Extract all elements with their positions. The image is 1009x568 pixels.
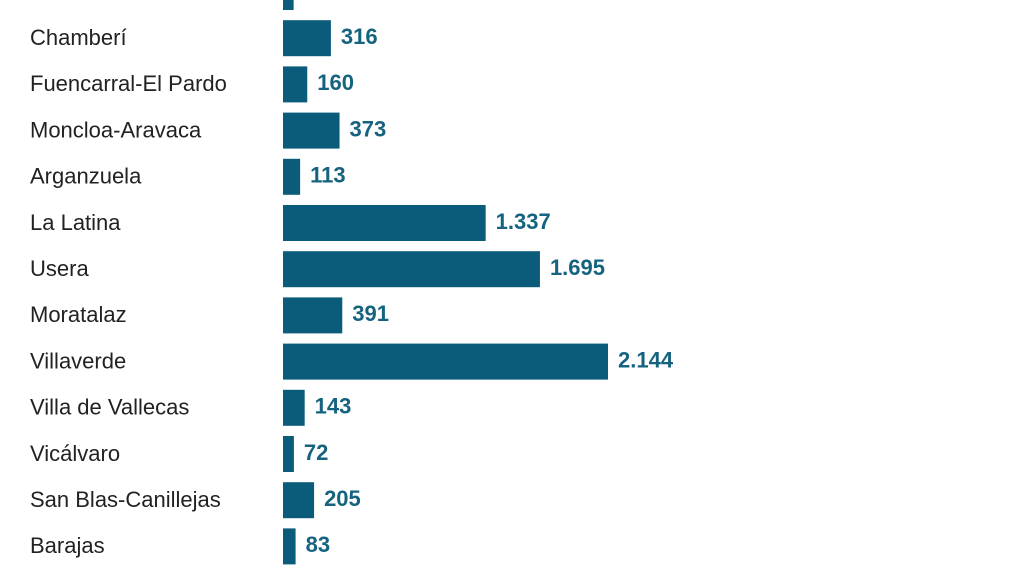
value-label: 143 [315, 394, 352, 419]
value-label: 1.695 [550, 255, 605, 280]
value-label: 205 [324, 486, 361, 511]
category-label: La Latina [30, 210, 121, 235]
value-label: 2.144 [618, 347, 674, 372]
bar [283, 205, 486, 241]
category-label: Villaverde [30, 348, 126, 373]
value-label: 1.337 [496, 209, 551, 234]
bar [283, 436, 294, 472]
value-label: 316 [341, 24, 378, 49]
bar [283, 158, 301, 195]
category-label: Tetuán [30, 0, 96, 4]
bar [283, 66, 308, 103]
bar [283, 0, 294, 10]
category-label: Usera [30, 256, 89, 281]
category-label: Moratalaz [30, 302, 127, 327]
bar [283, 343, 608, 380]
bar [283, 251, 540, 288]
bar [283, 297, 343, 334]
category-label: Chamberí [30, 25, 127, 50]
bar [283, 528, 296, 565]
category-label: Barajas [30, 533, 105, 558]
category-label: Moncloa-Aravaca [30, 117, 202, 142]
value-label: 373 [350, 116, 387, 141]
bar [283, 482, 315, 519]
bar [283, 112, 340, 149]
bar [283, 389, 305, 426]
value-label: 391 [352, 301, 389, 326]
value-label: 160 [317, 70, 354, 95]
bar [283, 20, 331, 57]
value-label: 113 [310, 163, 346, 188]
value-label: 83 [306, 532, 330, 557]
category-label: Fuencarral-El Pardo [30, 71, 227, 96]
category-label: Villa de Vallecas [30, 395, 189, 420]
category-label: San Blas-Canillejas [30, 487, 221, 512]
category-label: Vicálvaro [30, 441, 120, 466]
value-label: 72 [304, 440, 328, 465]
category-label: Arganzuela [30, 164, 142, 189]
